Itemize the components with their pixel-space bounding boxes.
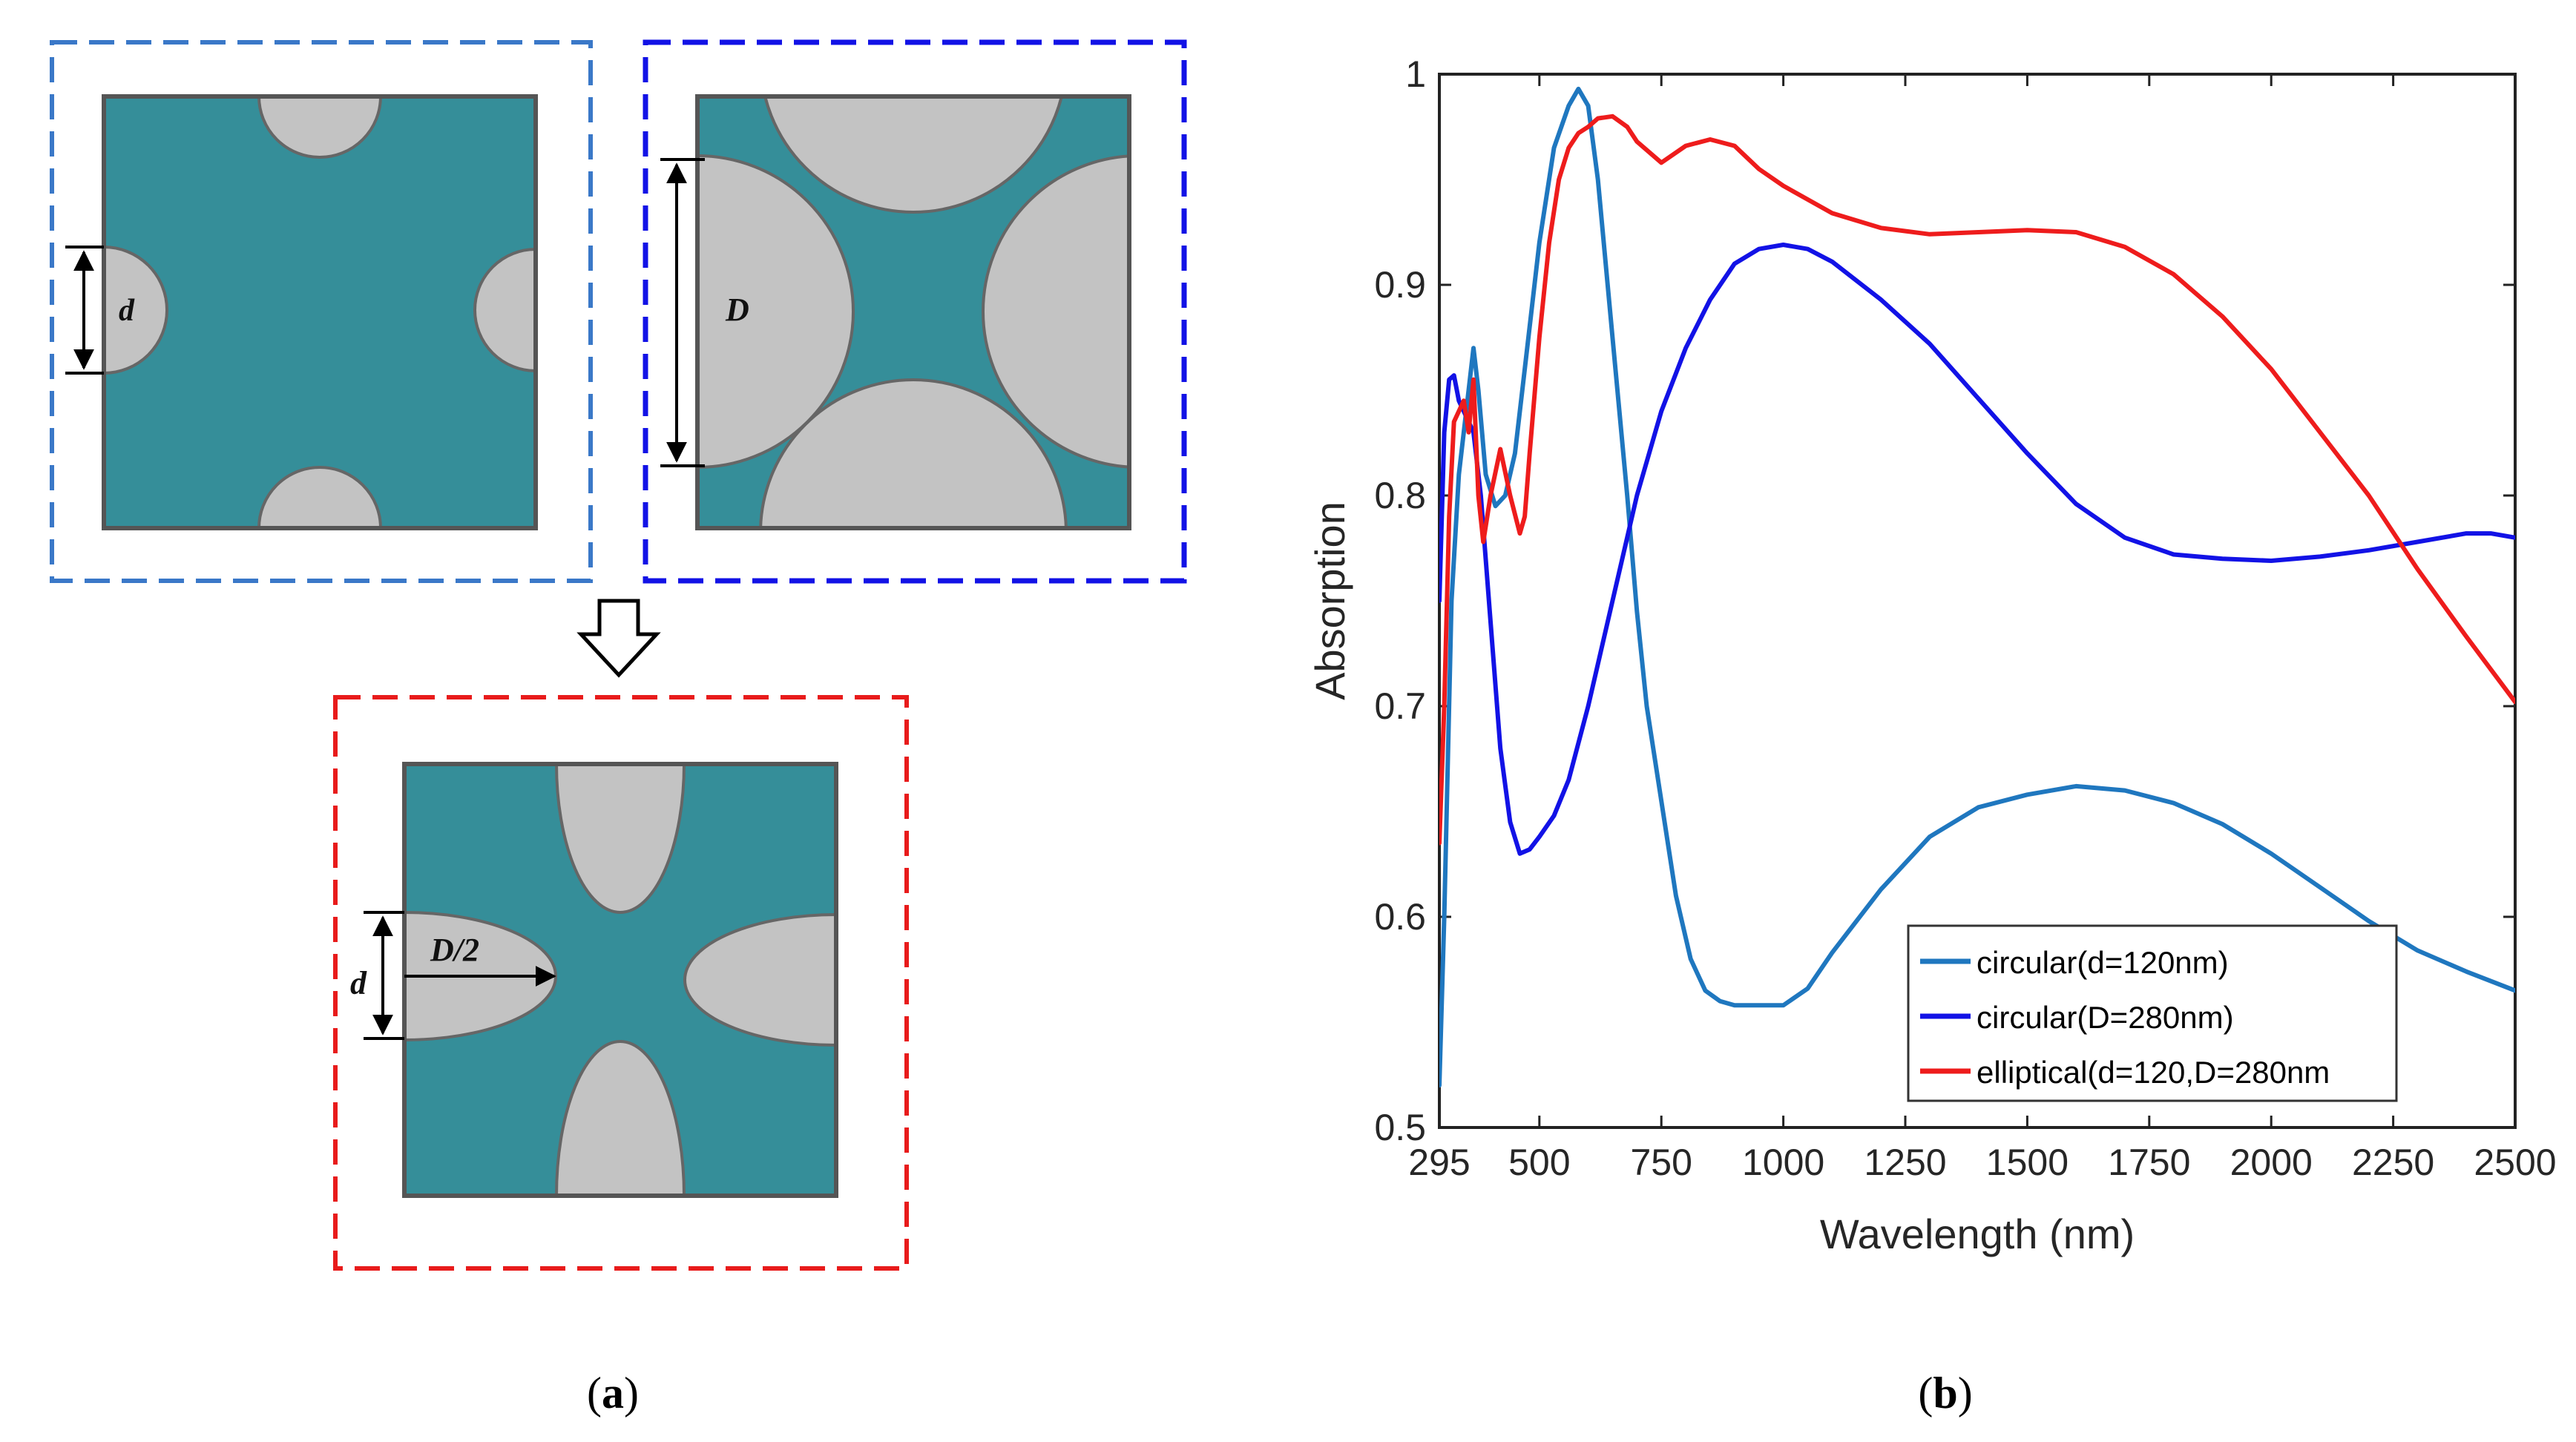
dimension-d-ellipse xyxy=(364,911,404,1040)
frame-small-circles xyxy=(50,40,593,583)
x-tick-label: 1250 xyxy=(1864,1142,1946,1183)
legend-label-2: elliptical(d=120,D=280nm xyxy=(1977,1055,2330,1090)
label-d-ellipse: d xyxy=(350,965,367,1001)
hole-left xyxy=(697,154,855,469)
unit-cell-circular-small: d xyxy=(50,40,593,583)
x-axis-label: Wavelength (nm) xyxy=(1820,1211,2135,1257)
y-axis-ticks: 0.5 0.6 0.7 0.8 0.9 1 xyxy=(1374,53,2515,1148)
hole-right xyxy=(982,154,1129,469)
y-tick-label: 0.9 xyxy=(1374,264,1426,306)
legend-label-0: circular(d=120nm) xyxy=(1977,945,2229,980)
panel-b-chart: 0.5 0.6 0.7 0.8 0.9 1 295 500 750 1000 1250 1500 17… xyxy=(1307,53,2557,1418)
hole-top xyxy=(555,764,686,914)
label-d-small: d xyxy=(119,294,135,328)
hole-bottom xyxy=(759,378,1068,528)
legend-label-1: circular(D=280nm) xyxy=(1977,1000,2234,1035)
hole-top xyxy=(763,96,1063,214)
hole-bottom xyxy=(257,466,382,528)
y-tick-label: 0.8 xyxy=(1374,475,1426,516)
y-tick-label: 0.5 xyxy=(1374,1107,1426,1148)
hole-right xyxy=(683,913,836,1047)
x-tick-label: 1750 xyxy=(2108,1142,2190,1183)
x-tick-label: 2250 xyxy=(2352,1142,2434,1183)
panel-a-diagrams: d D xyxy=(50,39,1187,1418)
series-line-2 xyxy=(1439,113,2515,846)
legend: circular(d=120nm) circular(D=280nm) elli… xyxy=(1907,924,2398,1102)
x-tick-label: 750 xyxy=(1630,1142,1692,1183)
holes-small xyxy=(104,96,536,528)
legend-box xyxy=(1907,924,2398,1102)
hole-top xyxy=(257,96,382,159)
frame-elliptical xyxy=(333,695,909,1271)
label-D-half: D/2 xyxy=(430,932,479,968)
y-tick-label: 0.6 xyxy=(1374,896,1426,938)
frame-large-circles xyxy=(643,39,1187,584)
x-tick-label: 2500 xyxy=(2474,1142,2556,1183)
y-axis-label: Absorption xyxy=(1307,501,1353,700)
unit-cell-circular-large: D xyxy=(643,39,1187,584)
hole-right xyxy=(473,248,536,372)
hole-left xyxy=(104,246,168,375)
x-tick-label: 500 xyxy=(1508,1142,1570,1183)
dimension-D-large xyxy=(660,158,705,467)
x-tick-label: 295 xyxy=(1408,1142,1470,1183)
unit-cell-elliptical: d D/2 xyxy=(333,695,909,1271)
series-lines xyxy=(1439,86,2515,1088)
down-arrow-icon xyxy=(576,599,661,678)
caption-b: (b) xyxy=(1918,1369,1972,1418)
y-tick-label: 1 xyxy=(1405,53,1426,95)
y-tick-label: 0.7 xyxy=(1374,685,1426,727)
x-axis-ticks: 295 500 750 1000 1250 1500 1750 2000 2250 2500 xyxy=(1408,74,2557,1183)
dimension-d-small xyxy=(65,246,104,375)
substrate-small-circles xyxy=(102,94,538,530)
x-tick-label: 2000 xyxy=(2230,1142,2313,1183)
holes-large xyxy=(697,96,1129,528)
x-tick-label: 1000 xyxy=(1742,1142,1824,1183)
hole-bottom xyxy=(555,1040,686,1196)
x-tick-label: 1500 xyxy=(1986,1142,2069,1183)
caption-a: (a) xyxy=(587,1369,639,1418)
label-D-large: D xyxy=(725,292,749,328)
